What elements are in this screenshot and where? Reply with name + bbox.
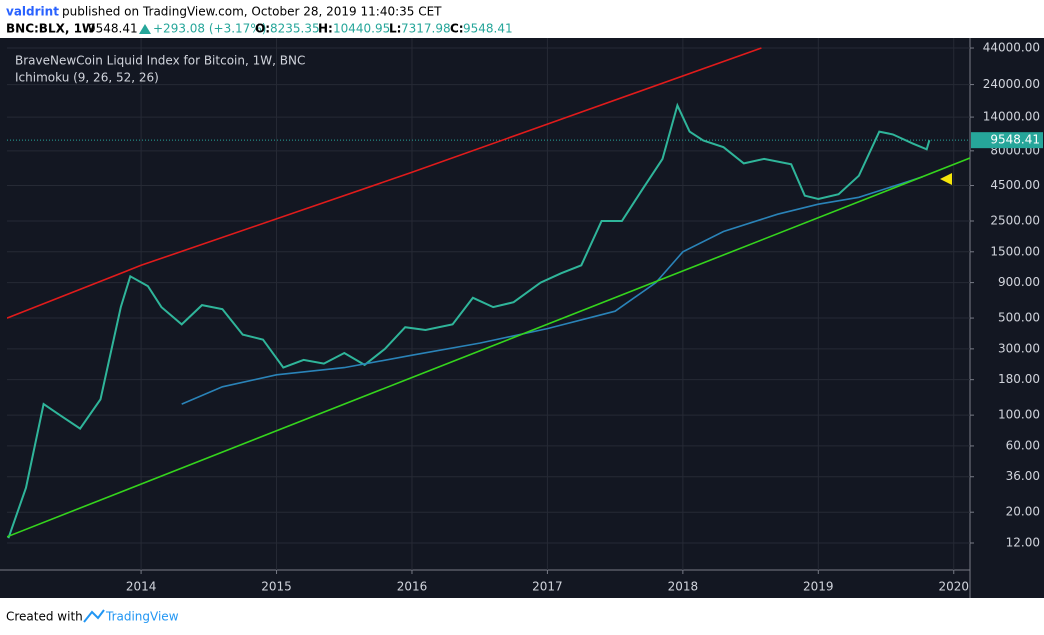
user[interactable]: valdrint [6, 5, 59, 19]
y-tick-label: 500.00 [998, 311, 1040, 325]
series-line [7, 157, 970, 538]
x-tick-label: 2014 [126, 580, 157, 594]
y-tick-label: 12.00 [1006, 536, 1040, 550]
change: +293.08 (+3.17%) [153, 22, 266, 36]
y-tick-label: 900.00 [998, 275, 1040, 289]
series-line [7, 47, 762, 319]
x-tick-label: 2019 [803, 580, 834, 594]
c: 9548.41 [463, 22, 513, 36]
l-label: L: [389, 22, 401, 36]
last-price-box [971, 132, 1043, 149]
y-tick-label: 1500.00 [990, 244, 1040, 258]
logo [83, 609, 105, 623]
y-tick-label: 4500.00 [990, 178, 1040, 192]
y-tick-label: 300.00 [998, 341, 1040, 355]
marker-triangle [940, 173, 952, 185]
y-tick-label: 60.00 [1006, 438, 1040, 452]
last-price-label: 9548.41 [990, 133, 1040, 147]
y-tick-label: 180.00 [998, 372, 1040, 386]
x-tick-label: 2018 [668, 580, 699, 594]
published: published on TradingView.com, October 28… [62, 5, 442, 19]
c-label: C: [450, 22, 464, 36]
up-arrow [139, 24, 151, 34]
footer-brand[interactable]: TradingView [105, 610, 179, 624]
x-tick-label: 2016 [397, 580, 428, 594]
y-tick-label: 24000.00 [983, 77, 1040, 91]
indicator-label: Ichimoku (9, 26, 52, 26) [15, 71, 159, 85]
x-tick-label: 2017 [532, 580, 563, 594]
y-tick-label: 36.00 [1006, 469, 1040, 483]
chart-title: BraveNewCoin Liquid Index for Bitcoin, 1… [15, 54, 305, 68]
h: 10440.95 [333, 22, 390, 36]
y-tick-label: 20.00 [1006, 505, 1040, 519]
y-tick-label: 2500.00 [990, 213, 1040, 227]
y-tick-label: 44000.00 [983, 41, 1040, 55]
close: 9548.41 [88, 22, 138, 36]
y-tick-label: 100.00 [998, 408, 1040, 422]
x-tick-label: 2020 [938, 580, 969, 594]
l: 7317.98 [401, 22, 451, 36]
o: 8235.35 [270, 22, 320, 36]
o-label: O: [255, 22, 270, 36]
footer-created: Created with [6, 610, 83, 624]
series-line [7, 102, 931, 539]
x-tick-label: 2015 [261, 580, 292, 594]
y-tick-label: 14000.00 [983, 110, 1040, 124]
h-label: H: [318, 22, 333, 36]
series-line [181, 176, 923, 405]
symbol: BNC:BLX, 1W [6, 22, 95, 36]
